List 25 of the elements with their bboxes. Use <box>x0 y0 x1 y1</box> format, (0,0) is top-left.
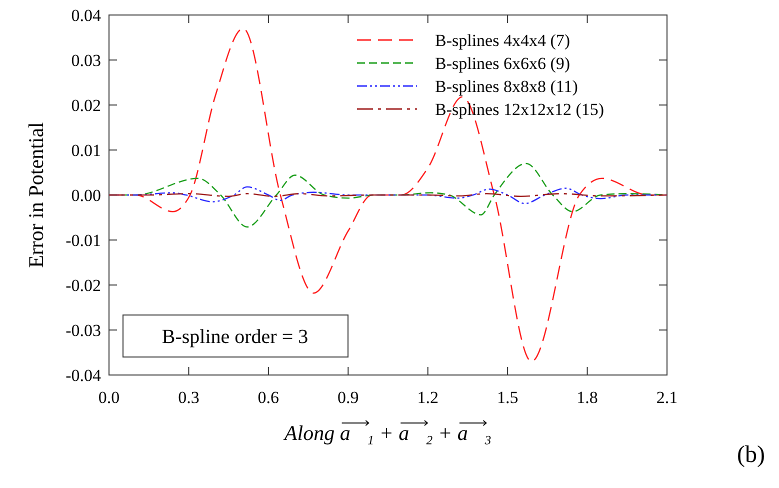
legend-label: B-splines 8x8x8 (11) <box>435 77 578 96</box>
y-tick-label: -0.03 <box>66 321 101 340</box>
x-axis-title: Along a⃗₁ + a⃗₂ + a⃗₃ <box>282 421 492 445</box>
y-tick-label: 0.01 <box>71 141 101 160</box>
y-tick-label: -0.01 <box>66 231 101 250</box>
x-tick-label: 1.5 <box>496 388 518 407</box>
x-tick-label: 0.9 <box>338 388 359 407</box>
x-tick-label: 0.3 <box>178 388 200 407</box>
y-tick-label: -0.04 <box>66 366 102 385</box>
x-tick-label: 0.6 <box>258 388 280 407</box>
legend-label: B-splines 6x6x6 (9) <box>435 54 570 73</box>
y-tick-label: 0.00 <box>71 186 101 205</box>
legend-label: B-splines 4x4x4 (7) <box>435 31 570 50</box>
y-axis-title: Error in Potential <box>24 122 48 268</box>
annotation: B-spline order = 3 <box>162 326 308 348</box>
note-frame: B-spline order = 3 <box>122 314 348 358</box>
text: (b) <box>737 442 765 468</box>
x-tick-label: 1.2 <box>417 388 438 407</box>
y-tick-label: 0.04 <box>71 6 102 25</box>
x-tick-label: 1.8 <box>576 388 598 407</box>
x-tick-label: 0.0 <box>98 388 120 407</box>
y-tick-label: 0.03 <box>71 51 101 70</box>
x-tick-label: 2.1 <box>656 388 678 407</box>
y-tick-label: -0.02 <box>66 276 101 295</box>
y-tick-label: 0.02 <box>71 96 101 115</box>
